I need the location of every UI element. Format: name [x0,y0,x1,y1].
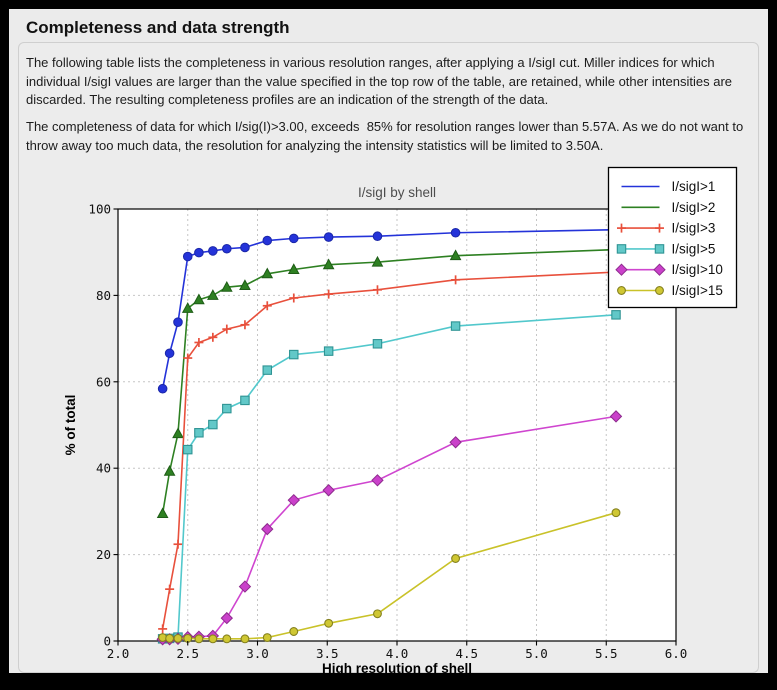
page-title: Completeness and data strength [26,18,290,37]
legend-entry-I/sigI>10: I/sigI>10 [615,262,723,277]
svg-text:3.0: 3.0 [246,646,269,661]
x-axis-label: High resolution of shell [322,661,472,676]
svg-text:80: 80 [96,288,111,303]
svg-text:4.5: 4.5 [455,646,478,661]
svg-text:2.5: 2.5 [176,646,199,661]
svg-text:5.5: 5.5 [595,646,618,661]
legend-entry-I/sigI>15: I/sigI>15 [617,283,723,298]
svg-text:I/sigI>1: I/sigI>1 [672,179,716,194]
series-I/sigI>2 [156,243,622,519]
svg-text:2.0: 2.0 [107,646,130,661]
svg-text:40: 40 [96,461,111,476]
svg-text:5.0: 5.0 [525,646,548,661]
x-axis: 2.0 2.5 3.0 3.5 4.0 4.5 5.0 5.5 6.0 [107,641,688,661]
chart-title: I/sigI by shell [358,185,436,200]
legend-entry-I/sigI>3: I/sigI>3 [617,221,715,236]
y-axis-label: % of total [63,395,78,456]
legend-entry-I/sigI>1: I/sigI>1 [621,179,716,194]
series-I/sigI>5 [157,310,621,644]
y-axis: 0 20 40 60 80 100 [88,202,118,649]
completeness-chart: 2.0 2.5 3.0 3.5 4.0 4.5 5.0 5.5 6.0 0 20 40 60 80 100 I… [63,166,738,676]
description-paragraph-2: The completeness of data for which I/sig… [26,119,747,153]
svg-text:I/sigI>3: I/sigI>3 [672,221,716,236]
series-I/sigI>1 [157,224,621,394]
svg-text:I/sigI>10: I/sigI>10 [672,262,723,277]
report-window: Completeness and data strength The follo… [9,9,768,676]
series-I/sigI>3 [158,267,621,634]
svg-text:I/sigI>2: I/sigI>2 [672,200,716,215]
legend-entry-I/sigI>5: I/sigI>5 [616,241,716,256]
svg-text:60: 60 [96,374,111,389]
legend-entry-I/sigI>2: I/sigI>2 [621,200,716,215]
svg-text:100: 100 [88,202,111,217]
svg-text:I/sigI>5: I/sigI>5 [672,241,716,256]
svg-text:3.5: 3.5 [316,646,339,661]
svg-text:20: 20 [96,547,111,562]
chart-legend: I/sigI>1 I/sigI>2 I/sigI>3 I/sigI>5 I/sigI>1… [607,166,738,309]
gridlines [118,209,676,641]
description-paragraph-1: The following table lists the completene… [26,55,736,107]
svg-text:6.0: 6.0 [665,646,688,661]
svg-text:0: 0 [103,634,111,649]
svg-text:4.0: 4.0 [386,646,409,661]
series-I/sigI>15 [158,508,621,644]
svg-text:I/sigI>15: I/sigI>15 [672,283,723,298]
